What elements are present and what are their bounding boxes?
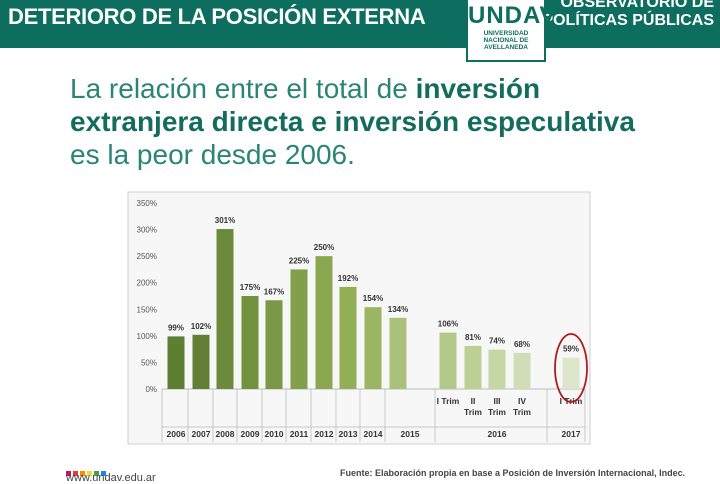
y-tick-label: 150%: [137, 305, 157, 314]
bar-value-label: 68%: [514, 340, 530, 349]
x-tick-label: 2011: [290, 429, 309, 439]
dot-4: [87, 471, 92, 476]
x-tick-label: 2006: [167, 429, 186, 439]
headline-part-1: La relación entre el total de: [70, 73, 416, 104]
y-tick-label: 300%: [137, 226, 157, 235]
x-tick-label: 2009: [241, 429, 260, 439]
highlight-circle: [554, 333, 588, 403]
dot-5: [94, 471, 99, 476]
x-sub-label: I Trim: [560, 396, 583, 406]
logo-sub-2: NACIONAL DE: [483, 37, 529, 44]
logo-sub-1: UNIVERSIDAD: [483, 30, 529, 37]
bar: [339, 286, 357, 389]
bar: [241, 296, 259, 389]
chart-panel: [127, 191, 591, 445]
bar-value-label: 250%: [314, 243, 334, 252]
x-group-label: 2016: [488, 429, 507, 439]
y-tick-label: 200%: [137, 279, 157, 288]
bar: [315, 256, 333, 389]
headline: La relación entre el total de inversión …: [70, 72, 690, 171]
x-tick-label: 2007: [192, 429, 211, 439]
bar-value-label: 74%: [489, 337, 505, 346]
bar-value-label: 225%: [289, 256, 309, 265]
bar: [290, 269, 308, 389]
bar-value-label: 301%: [215, 216, 235, 225]
x-sub-label: IV: [518, 396, 526, 406]
logo-word: UNDAV: [468, 2, 557, 29]
y-tick-label: 0%: [145, 385, 157, 394]
bar-value-label: 59%: [563, 345, 579, 354]
bar-value-label: 154%: [363, 294, 383, 303]
headline-part-2: es la peor desde 2006.: [70, 139, 355, 170]
bar: [364, 307, 382, 389]
footer-color-dots: [66, 463, 108, 481]
bar: [389, 317, 407, 389]
bar-value-label: 175%: [240, 283, 260, 292]
dot-3: [80, 471, 85, 476]
undav-logo: UNDAV UNIVERSIDAD NACIONAL DE AVELLANEDA: [466, 0, 557, 62]
bar: [488, 349, 506, 389]
x-group-label: 2015: [401, 429, 420, 439]
bar-value-label: 167%: [264, 287, 284, 296]
x-sub-label: II: [471, 396, 476, 406]
headline-bold-2: extranjera directa e inversión especulat…: [70, 106, 635, 137]
observatory-line-2: POLÍTICAS PÚBLICAS: [542, 12, 714, 29]
x-sub-label: Trim: [513, 407, 531, 417]
bar-value-label: 81%: [465, 333, 481, 342]
x-sub-label: Trim: [488, 407, 506, 417]
x-tick-label: 2013: [339, 429, 358, 439]
y-tick-label: 250%: [137, 252, 157, 261]
y-tick-label: 50%: [141, 358, 157, 367]
y-tick-label: 350%: [137, 199, 157, 208]
dot-1: [66, 471, 71, 476]
dot-2: [73, 471, 78, 476]
bar: [439, 332, 457, 389]
bar-value-label: 192%: [338, 274, 358, 283]
x-tick-label: 2014: [364, 429, 383, 439]
x-sub-label: III: [493, 396, 500, 406]
x-tick-label: 2010: [265, 429, 284, 439]
x-sub-label: Trim: [464, 407, 482, 417]
bar-value-label: 102%: [191, 322, 211, 331]
y-tick-label: 100%: [137, 332, 157, 341]
bar: [167, 336, 185, 389]
footer-url: www.undav.edu.ar: [66, 472, 156, 484]
x-tick-label: 2008: [216, 429, 235, 439]
x-sub-label: I Trim: [437, 396, 460, 406]
source-note: Fuente: Elaboración propia en base a Pos…: [340, 468, 686, 478]
bar-value-label: 134%: [388, 305, 408, 314]
header-bar: [0, 0, 720, 48]
x-tick-label: 2012: [315, 429, 334, 439]
bar: [192, 334, 210, 389]
bar: [513, 352, 531, 389]
observatory-line-1: OBSERVATORIO DE: [560, 0, 714, 11]
headline-bold-1: inversión: [415, 73, 541, 104]
x-group-label: 2017: [562, 429, 581, 439]
bar-value-label: 99%: [168, 323, 184, 332]
bar: [216, 229, 234, 389]
logo-sub-3: AVELLANEDA: [484, 44, 528, 51]
dot-6: [101, 471, 106, 476]
bar: [562, 357, 580, 389]
observatory-title: OBSERVATORIO DE POLÍTICAS PÚBLICAS: [542, 0, 714, 30]
page-title: DETERIORO DE LA POSICIÓN EXTERNA: [8, 4, 426, 29]
bar: [265, 300, 283, 389]
bar-value-label: 106%: [438, 320, 458, 329]
bar: [464, 345, 482, 389]
